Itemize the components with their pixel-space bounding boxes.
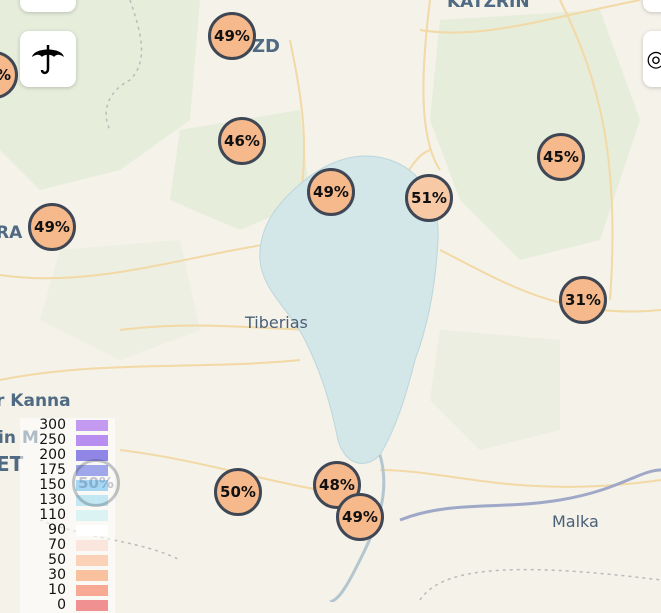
legend-swatch [76,585,108,596]
legend-row: 70 [20,538,115,553]
legend-value: 110 [39,507,66,523]
legend-swatch [76,540,108,551]
cluster-marker[interactable]: 31% [559,276,607,324]
cluster-marker[interactable]: 49% [336,493,384,541]
legend-value: 30 [48,567,66,583]
legend-row: 300 [20,418,115,433]
legend-swatch [76,420,108,431]
map-control-button[interactable] [20,0,76,12]
map-control-button-right[interactable] [643,0,661,12]
place-partial-ra: RA [0,223,23,243]
legend-value: 90 [48,522,66,538]
cluster-marker[interactable]: 49% [28,203,76,251]
cluster-marker[interactable]: 50% [214,468,262,516]
cluster-marker[interactable]: 49% [208,12,256,60]
legend-row: 200 [20,448,115,463]
umbrella-button[interactable] [20,31,76,87]
cluster-marker[interactable]: 49% [307,168,355,216]
legend-swatch [76,510,108,521]
legend-value: 150 [39,477,66,493]
legend-swatch [76,435,108,446]
legend-row: 50 [20,553,115,568]
legend-swatch [76,570,108,581]
place-tiberias: Tiberias [245,313,308,332]
legend-value: 10 [48,582,66,598]
legend-row: 110 [20,508,115,523]
legend-value: 70 [48,537,66,553]
legend-row: 10 [20,583,115,598]
cluster-marker[interactable]: 51% [405,174,453,222]
legend-value: 50 [48,552,66,568]
umbrella-icon [32,45,64,75]
legend-row: 0 [20,598,115,613]
legend-row: 30 [20,568,115,583]
legend-value: 300 [39,417,66,433]
place-safed: ZD [252,36,280,57]
precipitation-legend: 300 250 200 175 150 130 110 90 70 50 30 10 0 [20,418,115,613]
legend-value: 250 [39,432,66,448]
place-kafr-kanna: r Kanna [0,391,71,411]
legend-row: 90 [20,523,115,538]
place-malka: Malka [552,512,599,531]
legend-row: 250 [20,433,115,448]
legend-value: 130 [39,492,66,508]
globe-button[interactable]: ◎ [643,31,661,87]
place-katzrin: KATZRIN [447,0,530,12]
cluster-marker[interactable]: 45% [537,133,585,181]
place-nazareth: ET [0,452,24,476]
globe-icon: ◎ [646,46,661,72]
legend-value: 200 [39,447,66,463]
legend-swatch [76,555,108,566]
legend-value: 175 [39,462,66,478]
cluster-marker[interactable]: 46% [218,117,266,165]
legend-value: 0 [57,597,66,613]
legend-swatch [76,525,108,536]
legend-swatch [76,450,108,461]
cluster-marker-faded[interactable]: 50% [72,459,120,507]
